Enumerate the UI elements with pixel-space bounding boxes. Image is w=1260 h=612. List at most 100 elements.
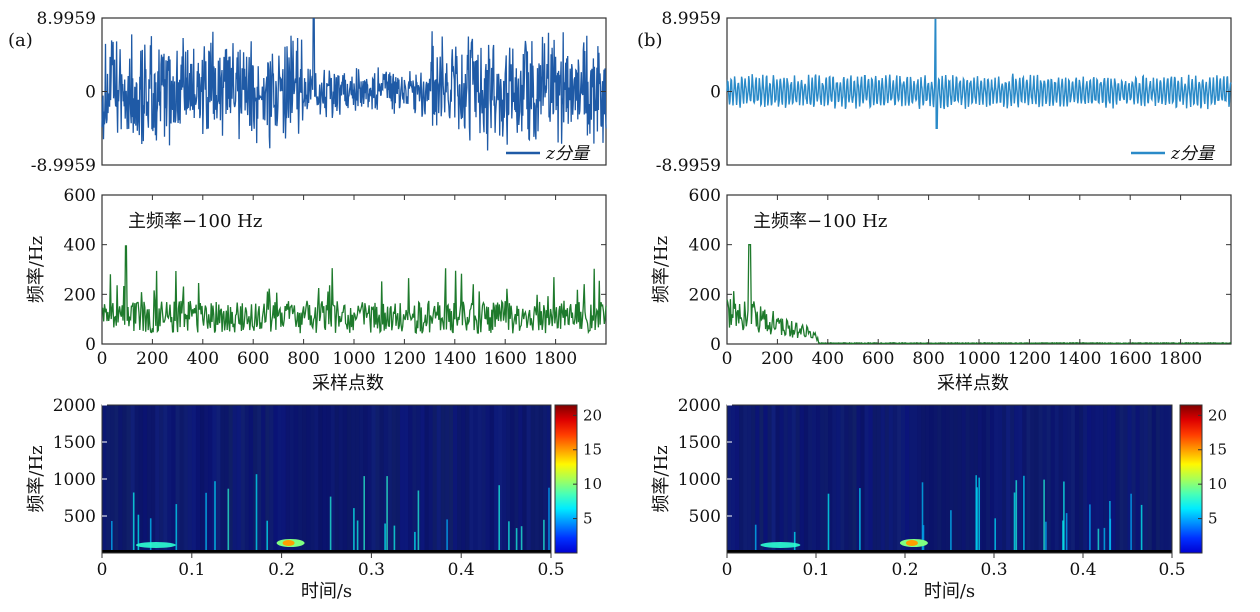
spectrogram-energy-streak	[508, 521, 510, 553]
signal-series-line	[726, 18, 1232, 129]
spectrogram-energy-streak	[754, 524, 757, 553]
frequency-ytick-label: 600	[689, 186, 721, 206]
spectrogram-xtick-label: 0.1	[802, 560, 829, 580]
spectrogram-cell	[477, 405, 482, 553]
spectrogram-cell	[546, 405, 552, 553]
spectrogram-cell	[1014, 405, 1019, 553]
spectrogram-cell	[457, 405, 462, 553]
spectrogram-cell	[767, 405, 772, 553]
spectrogram-cell	[440, 405, 446, 553]
spectrogram-energy-streak	[1103, 527, 1106, 553]
spectrogram-energy-streak	[859, 488, 861, 553]
spectrogram-cell	[179, 405, 185, 553]
spectrogram-cell	[302, 405, 307, 553]
spectrogram-cell	[465, 405, 470, 553]
frequency-xlabel: 采样点数	[312, 373, 384, 394]
spectrogram-cell	[542, 405, 548, 553]
spectrogram-energy-streak	[922, 525, 925, 553]
spectrogram-cell	[864, 405, 869, 553]
spectrogram-cell	[1087, 405, 1092, 553]
spectrogram-cell	[812, 405, 817, 553]
spectrogram-cell	[449, 405, 454, 553]
spectrogram-cell	[1123, 405, 1128, 553]
spectrogram-cell	[965, 405, 971, 553]
spectrogram-xtick-label: 0.3	[358, 560, 385, 580]
spectrogram-energy-streak	[214, 481, 216, 553]
spectrogram-cell	[998, 405, 1003, 553]
spectrogram-cell	[840, 405, 845, 553]
spectrogram-energy-streak	[976, 487, 978, 553]
spectrogram-energy-streak	[393, 525, 396, 553]
frequency-xtick-label: 600	[237, 349, 269, 369]
spectrogram-hotspot	[282, 540, 295, 546]
frequency-xtick-label: 1400	[433, 349, 476, 369]
signal-ytick-label: -8.9959	[31, 156, 96, 176]
spectrogram-cell	[293, 405, 299, 553]
spectrogram-cell	[183, 405, 189, 553]
spectrogram-cell	[1139, 405, 1144, 553]
frequency-xtick-label: 800	[287, 349, 319, 369]
spectrogram-cell	[799, 405, 805, 553]
spectrogram-cell	[1135, 405, 1140, 553]
spectrogram-cell	[1030, 405, 1035, 553]
frequency-ytick-label: 200	[64, 285, 96, 305]
spectrogram-cell	[917, 405, 922, 553]
spectrogram-cell	[400, 405, 405, 553]
frequency-plot-frame	[726, 194, 1232, 345]
spectrogram-cell	[1038, 405, 1043, 553]
colorbar-tick-label: 20	[1208, 406, 1227, 424]
spectrogram-energy-streak	[1063, 481, 1065, 553]
spectrogram-xtick-label: 0	[97, 560, 108, 580]
spectrogram-cell	[929, 405, 934, 553]
spectrogram-cell	[232, 405, 238, 553]
panel-label: (b)	[637, 30, 663, 51]
spectrogram-cell	[1074, 405, 1080, 553]
spectrogram-cell	[828, 405, 833, 553]
spectrogram-cell	[163, 405, 168, 553]
spectrogram-xlabel: 时间/s	[301, 581, 352, 602]
spectrogram-cell	[224, 405, 229, 553]
spectrogram-cell	[424, 405, 429, 553]
spectrogram-cell	[175, 405, 180, 553]
frequency-xtick-label: 800	[912, 349, 944, 369]
spectrogram-cell	[444, 405, 450, 553]
spectrogram-cell	[412, 405, 417, 553]
spectrogram-cell	[461, 405, 466, 553]
spectrogram-energy-streak	[1015, 480, 1018, 553]
spectrogram-xtick-label: 0.5	[1158, 560, 1185, 580]
spectrogram-energy-streak	[417, 490, 420, 553]
spectrogram-cell	[1099, 405, 1104, 553]
spectrogram-cell	[985, 405, 991, 553]
spectrogram-cell	[159, 405, 164, 553]
spectrogram-cell	[816, 405, 821, 553]
frequency-xtick-label: 0	[97, 349, 108, 369]
spectrogram-cell	[1010, 405, 1015, 553]
spectrogram-ytick-label: 1000	[678, 470, 721, 490]
spectrogram-cell	[261, 405, 266, 553]
spectrogram-cell	[432, 405, 438, 553]
spectrogram-cell	[921, 405, 926, 553]
spectrogram-xlabel: 时间/s	[924, 581, 975, 602]
spectrogram-cell	[155, 405, 160, 553]
spectrogram-cell	[1018, 405, 1023, 553]
frequency-xtick-label: 200	[761, 349, 793, 369]
spectrogram-energy-streak	[149, 518, 152, 553]
spectrogram-cell	[913, 405, 918, 553]
spectrogram-energy-streak	[921, 482, 924, 553]
spectrogram-energy-streak	[255, 474, 258, 553]
colorbar-tick-label: 10	[1208, 475, 1227, 493]
colorbar-tick-label: 5	[1208, 510, 1218, 528]
spectrogram-energy-streak	[1089, 504, 1091, 553]
spectrogram-energy-streak	[1065, 513, 1068, 553]
signal-ytick-label: 0	[85, 83, 96, 103]
spectrogram-ytick-label: 500	[689, 507, 721, 527]
spectrogram-cell	[395, 405, 401, 553]
spectrogram-cell	[493, 405, 499, 553]
spectrogram-cell	[1079, 405, 1084, 553]
frequency-xtick-label: 1800	[534, 349, 577, 369]
spectrogram-energy-streak	[1045, 521, 1047, 553]
spectrogram-cell	[1131, 405, 1136, 553]
spectrogram-cell	[363, 405, 368, 553]
spectrogram-cell	[151, 405, 156, 553]
